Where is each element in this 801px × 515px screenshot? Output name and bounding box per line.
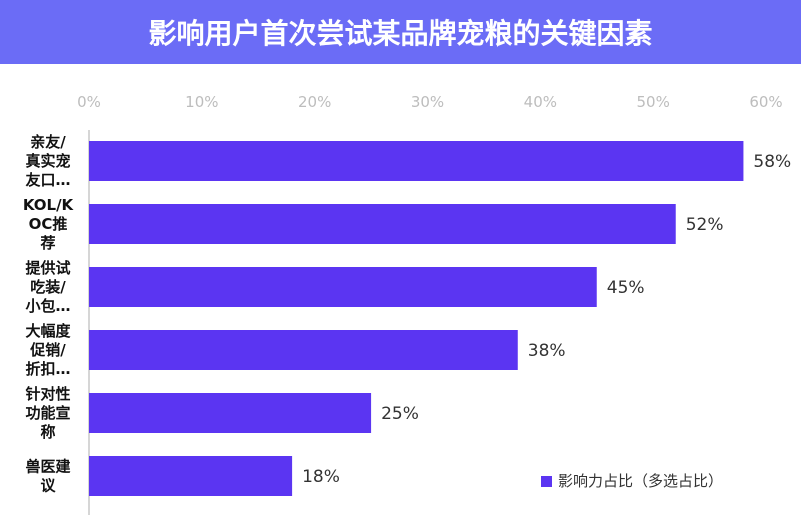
- category-label: 友口…: [25, 171, 70, 189]
- legend-label: 影响力占比（多选占比）: [558, 472, 723, 490]
- x-tick-label: 30%: [411, 93, 444, 111]
- category-label: 折扣…: [25, 360, 70, 378]
- x-tick-label: 50%: [636, 93, 669, 111]
- bar: [89, 204, 676, 244]
- x-tick-label: 60%: [749, 93, 782, 111]
- data-label: 58%: [753, 152, 791, 172]
- legend-swatch: [541, 476, 552, 487]
- bar: [89, 393, 372, 433]
- category-label: 吃装/: [30, 278, 66, 296]
- x-tick-label: 10%: [185, 93, 218, 111]
- category-label: 小包…: [25, 297, 70, 315]
- data-label: 45%: [607, 278, 645, 298]
- category-label: 提供试: [25, 259, 70, 277]
- x-tick-label: 40%: [524, 93, 557, 111]
- data-label: 52%: [686, 215, 724, 235]
- bar: [89, 330, 518, 370]
- x-tick-label: 20%: [298, 93, 331, 111]
- bar: [89, 267, 597, 307]
- category-label: 大幅度: [25, 322, 71, 340]
- category-label: 促销/: [29, 341, 66, 359]
- chart-title: 影响用户首次尝试某品牌宠粮的关键因素: [148, 17, 653, 50]
- x-tick-label: 0%: [77, 93, 101, 111]
- category-label: 议: [40, 477, 56, 495]
- category-label: 亲友/: [30, 133, 66, 151]
- category-label: 功能宣: [25, 404, 70, 422]
- category-label: KOL/K: [23, 196, 75, 214]
- category-label: 针对性: [25, 385, 70, 403]
- data-label: 18%: [302, 467, 340, 487]
- title-banner: 影响用户首次尝试某品牌宠粮的关键因素: [0, 0, 801, 64]
- data-label: 38%: [528, 341, 566, 361]
- category-label: 兽医建: [25, 458, 71, 476]
- bar: [89, 141, 744, 181]
- data-label: 25%: [381, 404, 419, 424]
- category-label: OC推: [29, 215, 68, 233]
- category-label: 荐: [39, 234, 55, 252]
- bar: [89, 456, 293, 496]
- category-label: 真实宠: [25, 152, 70, 170]
- category-label: 称: [40, 423, 55, 441]
